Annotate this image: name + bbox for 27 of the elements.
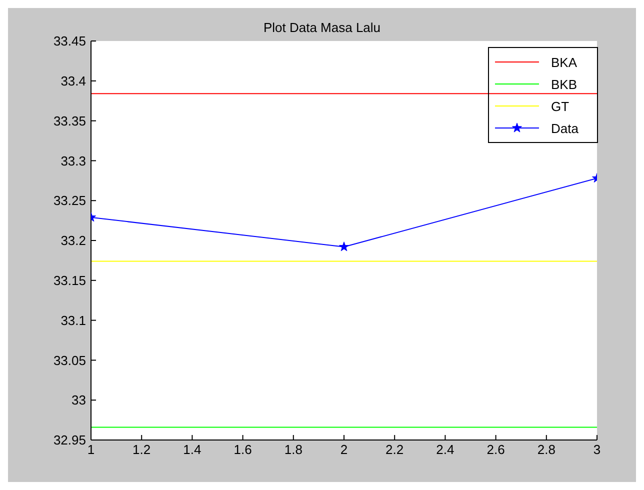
- y-tick-label: 33.25: [53, 193, 86, 208]
- y-tick-label: 33.2: [60, 233, 86, 248]
- x-tick-label: 2.4: [436, 442, 454, 458]
- legend-label: GT: [551, 98, 570, 114]
- x-tick-label: 2.2: [386, 442, 404, 458]
- x-tick-label: 2.6: [486, 442, 505, 458]
- legend-label: BKA: [551, 54, 578, 70]
- y-tick-label: 33.35: [53, 113, 86, 128]
- x-tick-label: 1.4: [183, 442, 202, 458]
- legend-label: Data: [551, 120, 578, 136]
- y-tick-label: 33.15: [53, 273, 86, 288]
- legend-label: BKB: [551, 76, 578, 92]
- y-tick-label: 33.45: [53, 34, 86, 49]
- y-tick-label: 33.4: [60, 74, 86, 89]
- x-tick-label: 2: [340, 442, 348, 458]
- chart-title: Plot Data Masa Lalu: [262, 20, 382, 35]
- y-tick-label: 33.05: [53, 352, 86, 368]
- x-tick-label: 1.8: [284, 442, 302, 458]
- y-tick-label: 32.95: [53, 432, 86, 448]
- y-tick-label: 33: [72, 392, 86, 408]
- x-tick-label: 3: [593, 442, 601, 458]
- y-tick-label: 33.3: [60, 153, 86, 168]
- x-tick-label: 1: [87, 442, 95, 458]
- x-tick-label: 2.8: [537, 442, 556, 458]
- x-tick-label: 1.2: [132, 442, 151, 458]
- y-tick-label: 33.1: [60, 312, 86, 328]
- x-tick-label: 1.6: [234, 442, 252, 458]
